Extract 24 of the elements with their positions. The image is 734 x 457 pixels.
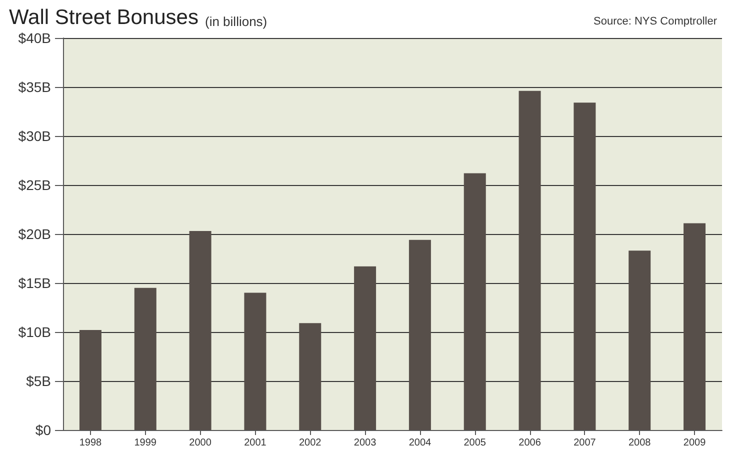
x-tick-label: 2008: [628, 438, 652, 448]
chart-title: Wall Street Bonuses: [9, 6, 198, 29]
y-tick-label: $20B: [18, 226, 51, 242]
x-tick-label: 2001: [244, 438, 267, 448]
x-tick-label: 2006: [518, 438, 542, 448]
y-tick-label: $30B: [18, 128, 51, 144]
y-tick-label: $40B: [18, 30, 51, 46]
y-tick-label: $15B: [18, 275, 51, 291]
x-tick-label: 2002: [299, 438, 322, 448]
x-tick-label: 2004: [408, 438, 432, 448]
x-tick-label: 2003: [354, 438, 377, 448]
y-tick-label: $10B: [18, 324, 51, 340]
x-tick-label: 2005: [464, 438, 486, 448]
x-tick-label: 2000: [189, 438, 212, 448]
source-note: Source: NYS Comptroller: [594, 16, 718, 28]
chart-subtitle: (in billions): [205, 14, 268, 29]
y-tick-label: $0: [35, 422, 52, 438]
x-tick-label: 2007: [574, 438, 596, 448]
y-tick-label: $5B: [26, 373, 51, 389]
x-tick-label: 1998: [79, 438, 102, 448]
x-tick-label: 1999: [134, 438, 157, 448]
x-tick-label: 2009: [683, 438, 706, 448]
y-tick-label: $35B: [18, 79, 51, 95]
y-tick-label: $25B: [18, 177, 51, 193]
